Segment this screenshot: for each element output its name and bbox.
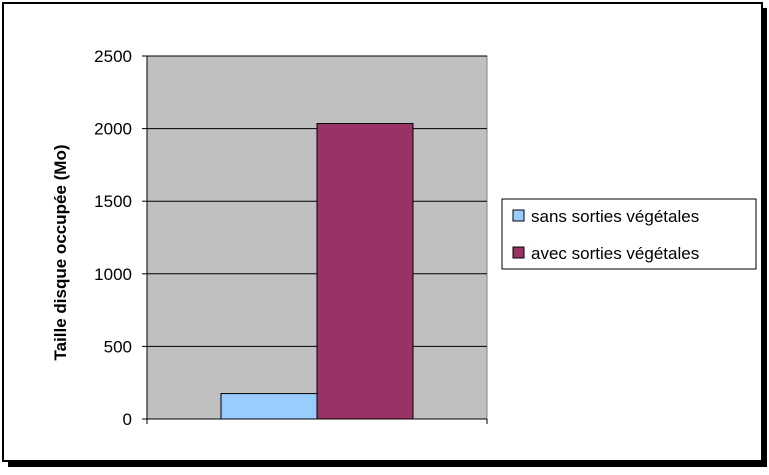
bar-sans-sorties-végétales: [220, 393, 318, 420]
axes: [142, 55, 488, 424]
legend: sans sorties végétales avec sorties végé…: [501, 198, 757, 270]
y-tick-label-0: 0: [123, 410, 132, 429]
legend-label-sans-sorties: sans sorties végétales: [531, 207, 699, 226]
legend-swatch-avec-sorties: [512, 246, 525, 259]
y-tick-label-500: 500: [104, 337, 132, 356]
y-axis-label: Taille disque occupée (Mo): [51, 145, 70, 361]
bars: [220, 123, 414, 420]
legend-label-avec-sorties: avec sorties végétales: [531, 244, 699, 263]
y-tick-label-2500: 2500: [94, 47, 132, 66]
legend-swatch-sans-sorties: [512, 209, 525, 222]
legend-box: [501, 198, 757, 270]
y-tick-label-1000: 1000: [94, 265, 132, 284]
y-tick-label-1500: 1500: [94, 192, 132, 211]
y-tick-label-2000: 2000: [94, 120, 132, 139]
y-tick-labels: 0 500 1000 1500 2000 2500: [94, 47, 132, 429]
bar-avec-sorties-végétales: [316, 123, 414, 420]
